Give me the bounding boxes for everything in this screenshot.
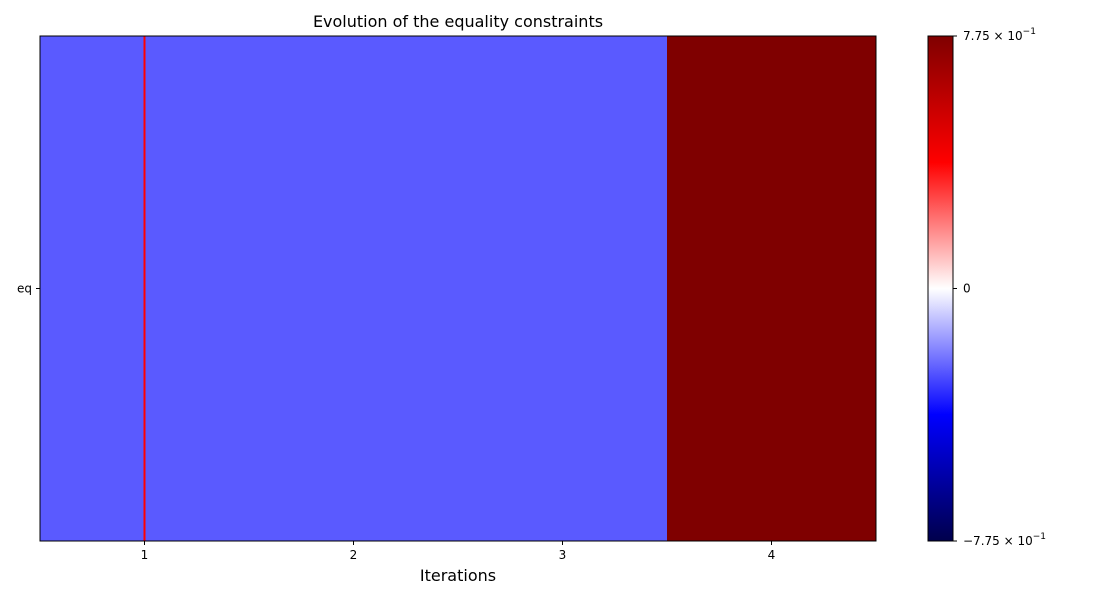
heatmap-cells bbox=[40, 36, 876, 541]
colorbar-tick-label: 0 bbox=[963, 282, 971, 296]
heatmap-cell bbox=[249, 36, 458, 541]
heatmap-cell bbox=[458, 36, 667, 541]
x-tick-label: 1 bbox=[141, 548, 149, 562]
colorbar-tick-label: −7.75 × 10−1 bbox=[963, 532, 1046, 548]
colorbar bbox=[927, 35, 954, 542]
x-axis-label: Iterations bbox=[420, 566, 496, 585]
chart-title: Evolution of the equality constraints bbox=[313, 12, 603, 31]
y-axis-ticks: eq bbox=[17, 282, 40, 296]
heatmap-cell bbox=[667, 36, 876, 541]
x-axis-ticks: 1 2 3 4 bbox=[141, 541, 776, 562]
y-tick-label: eq bbox=[17, 282, 32, 296]
x-tick-label: 3 bbox=[559, 548, 567, 562]
colorbar-ticks: −7.75 × 10−1 0 7.75 × 10−1 bbox=[953, 27, 1046, 548]
x-tick-label: 2 bbox=[350, 548, 358, 562]
colorbar-tick-label: 7.75 × 10−1 bbox=[963, 27, 1036, 43]
x-tick-label: 4 bbox=[768, 548, 776, 562]
